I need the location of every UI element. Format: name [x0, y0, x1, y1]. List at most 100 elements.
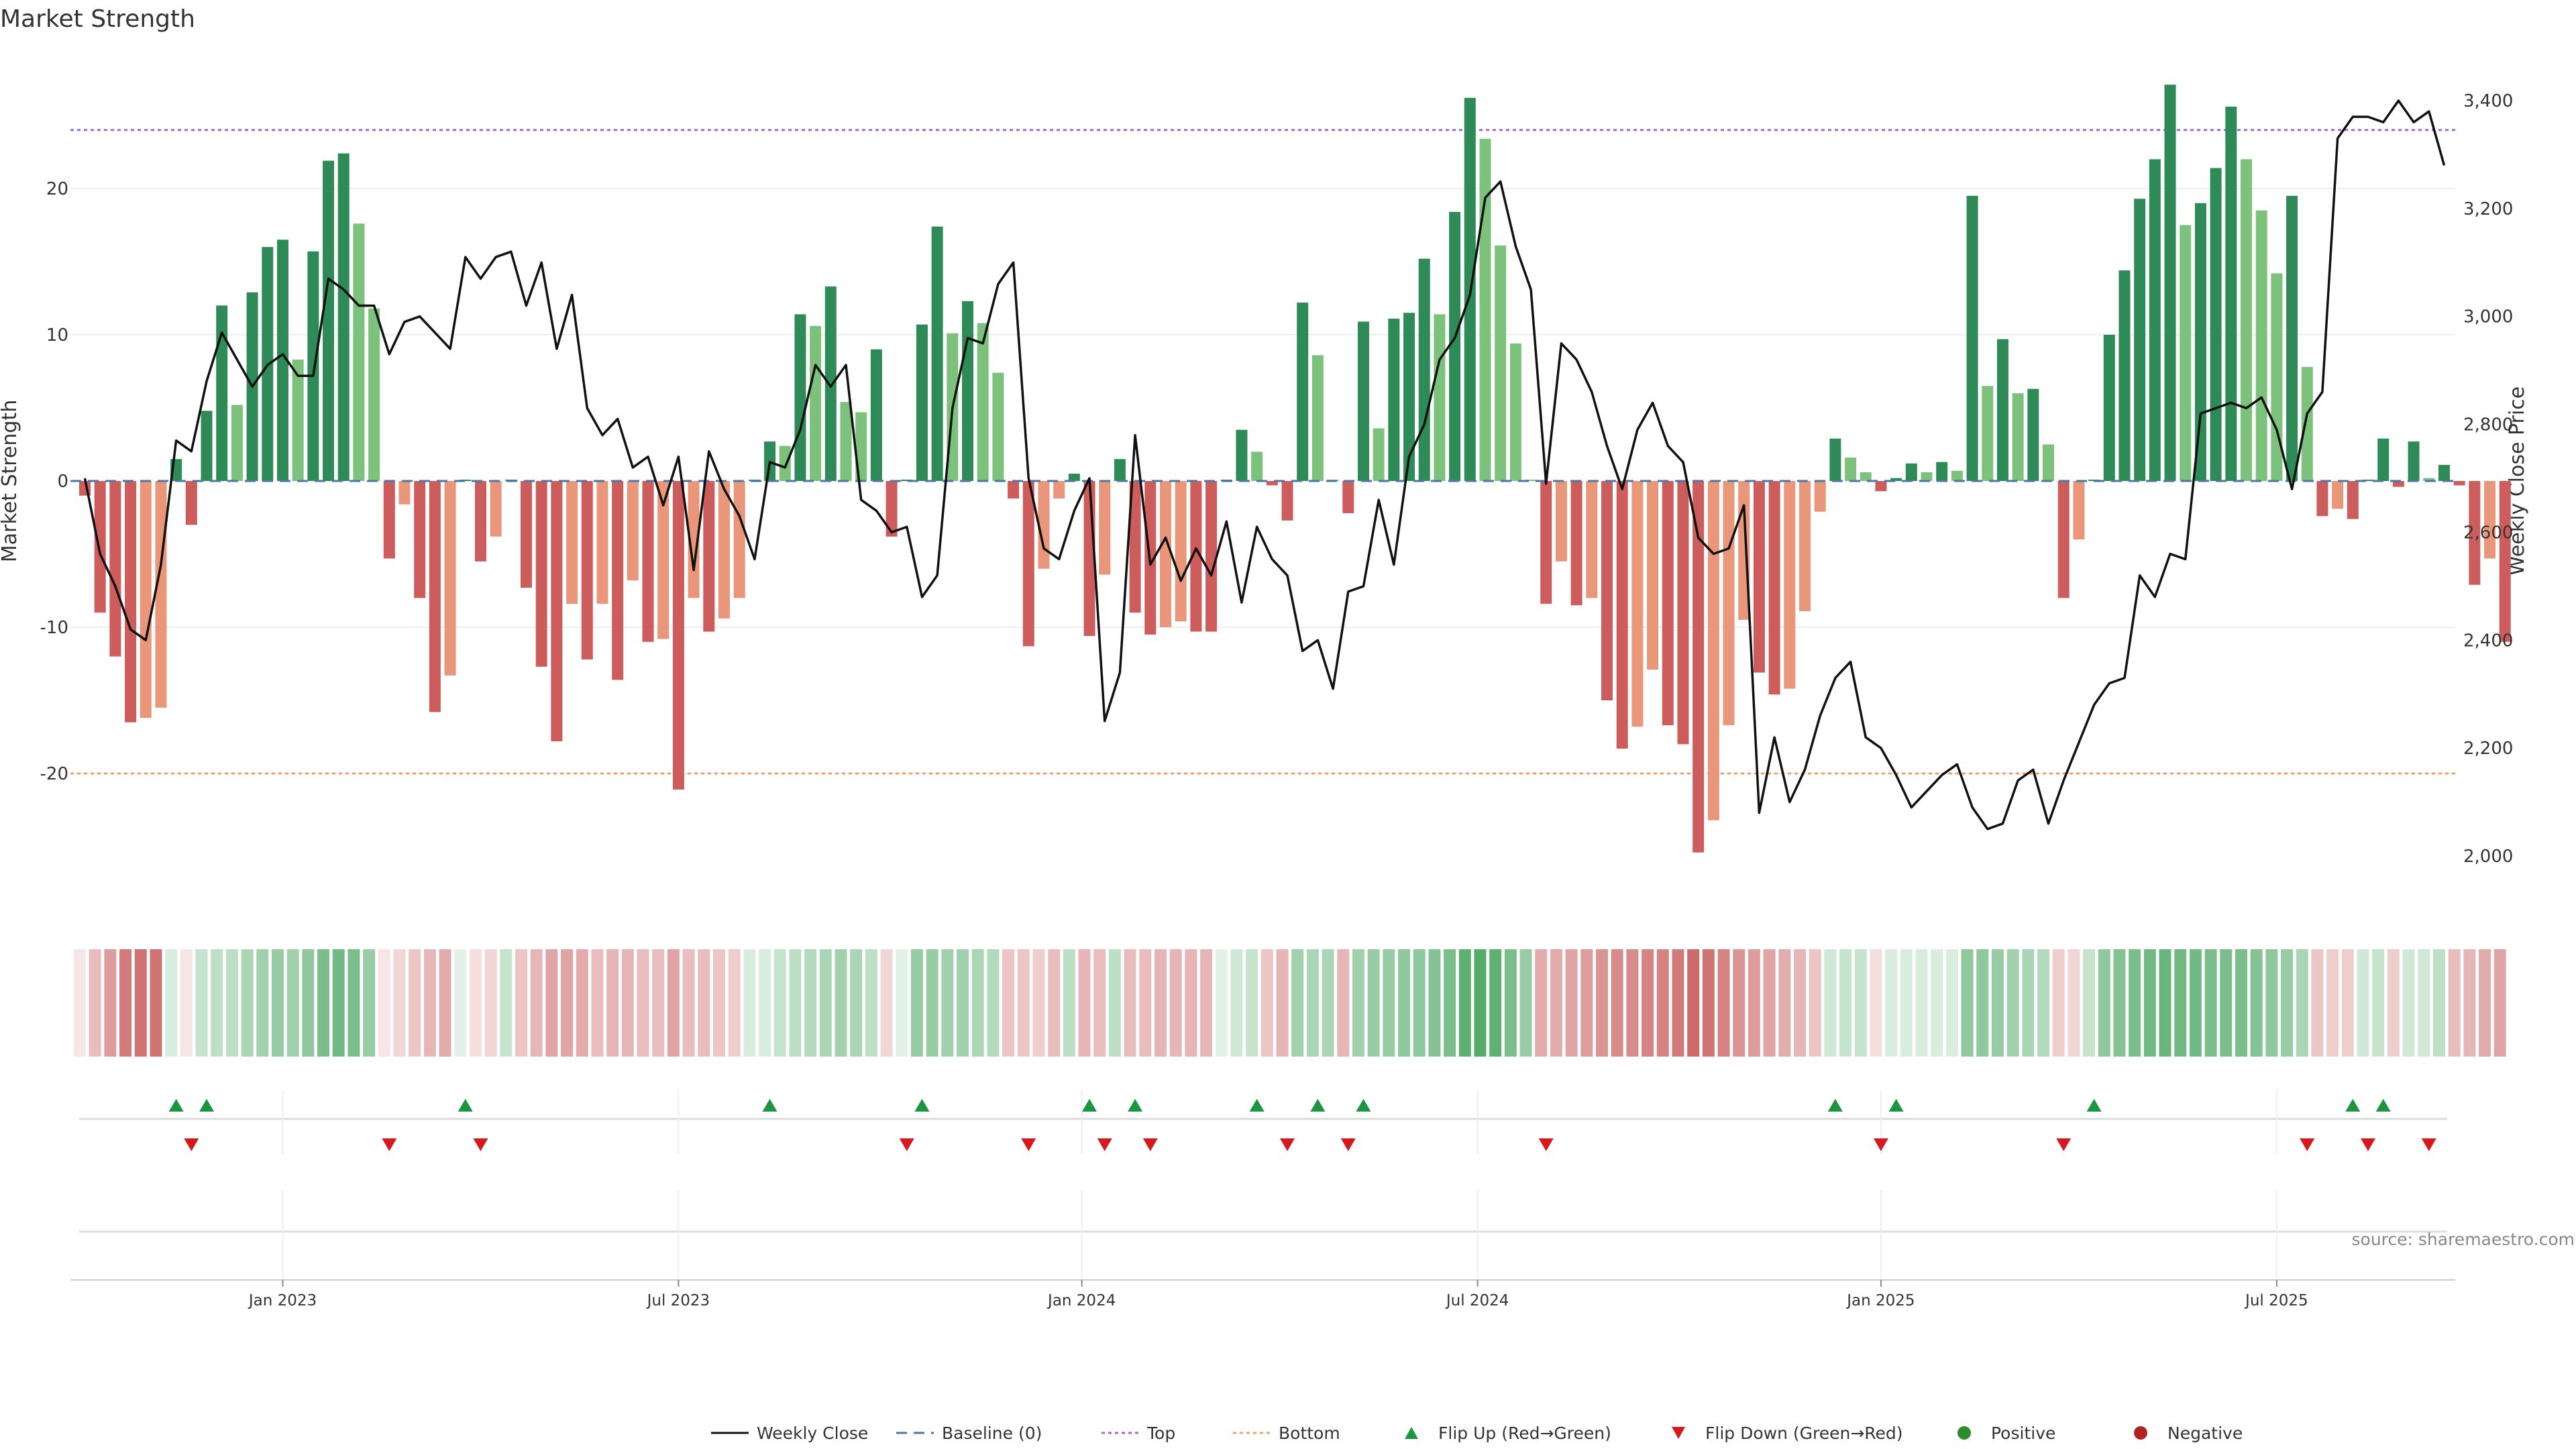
- flip-up-marker: [199, 1099, 215, 1112]
- heat-cell: [89, 949, 101, 1057]
- y-tick-right: 2,800: [2463, 415, 2513, 435]
- strength-bar: [931, 226, 943, 481]
- strength-bar: [1662, 481, 1674, 726]
- strength-bar: [1190, 481, 1202, 632]
- heat-cell: [1702, 949, 1715, 1057]
- strength-bar: [2332, 481, 2344, 509]
- heat-cell: [728, 949, 741, 1057]
- heat-cell: [1915, 949, 1928, 1057]
- flip-up-marker: [2375, 1099, 2391, 1112]
- strength-bar: [2073, 481, 2085, 540]
- heat-cell: [1793, 949, 1806, 1057]
- heat-cell: [1444, 949, 1456, 1057]
- heat-cell: [2204, 949, 2217, 1057]
- heat-cell: [332, 949, 345, 1057]
- heat-cell: [1398, 949, 1411, 1057]
- heat-cell: [1474, 949, 1487, 1057]
- strength-bar: [885, 481, 898, 537]
- strength-bar: [535, 481, 547, 667]
- y-tick-labels: -20 -10 0 10 20 2,000 2,200 2,400 2,600 2,800 3,00…: [40, 91, 2514, 867]
- heat-cell: [2296, 949, 2308, 1057]
- heat-cell: [1002, 949, 1015, 1057]
- heat-cell: [1763, 949, 1776, 1057]
- heat-cell: [789, 949, 802, 1057]
- heat-cell: [1048, 949, 1061, 1057]
- strength-bar: [1099, 481, 1111, 575]
- strength-bar: [216, 305, 228, 481]
- strength-bar: [1449, 211, 1461, 481]
- heat-cell: [454, 949, 467, 1057]
- flip-up-marker: [1310, 1099, 1326, 1112]
- strength-bar: [1936, 462, 1948, 481]
- strength-bar: [688, 481, 700, 598]
- heat-cell: [667, 949, 680, 1057]
- heat-cell: [1504, 949, 1517, 1057]
- heat-cell: [2037, 949, 2050, 1057]
- heat-cell: [211, 949, 223, 1057]
- flip-up-marker: [762, 1099, 777, 1112]
- flip-down-marker: [2300, 1138, 2315, 1151]
- y-axis-left-title: Market Strength: [0, 400, 21, 562]
- heat-cell: [150, 949, 162, 1057]
- heat-cell: [195, 949, 208, 1057]
- heat-cell: [423, 949, 436, 1057]
- strength-bar: [581, 481, 593, 659]
- strength-bar: [1601, 481, 1613, 700]
- strength-bar: [94, 481, 106, 613]
- strength-bar: [1875, 481, 1887, 492]
- heat-cell: [1535, 949, 1548, 1057]
- x-tick-label: Jan 2024: [1046, 1292, 1116, 1309]
- heat-cell: [1839, 949, 1852, 1057]
- strength-bar: [840, 402, 852, 481]
- heat-cell: [2083, 949, 2096, 1057]
- heat-cell: [302, 949, 315, 1057]
- heat-cell: [1078, 949, 1091, 1057]
- strength-bar: [109, 481, 121, 657]
- heat-cell: [606, 949, 619, 1057]
- strength-bar: [1905, 463, 1917, 481]
- legend-label: Negative: [2167, 1424, 2243, 1443]
- heat-cell: [2220, 949, 2233, 1057]
- strength-bar: [1570, 481, 1582, 606]
- heat-cell: [1733, 949, 1746, 1057]
- strength-bar: [398, 481, 411, 504]
- heat-cell: [1428, 949, 1441, 1057]
- heat-cell: [1337, 949, 1350, 1057]
- strength-bar: [1540, 481, 1552, 604]
- heat-cell: [1565, 949, 1578, 1057]
- strength-bar: [2377, 438, 2390, 481]
- strength-bar: [2499, 481, 2511, 642]
- strength-bar: [1693, 481, 1705, 853]
- strength-bar: [1555, 481, 1567, 561]
- flip-up-marker: [1128, 1099, 1143, 1112]
- flip-up-marker: [1888, 1099, 1904, 1112]
- strength-bar: [1053, 481, 1065, 499]
- heat-cell: [926, 949, 938, 1057]
- heat-cell: [1961, 949, 1974, 1057]
- heat-cell: [1108, 949, 1121, 1057]
- strength-bar: [2118, 270, 2131, 481]
- heat-cell: [1580, 949, 1593, 1057]
- strength-bar: [657, 481, 669, 639]
- strength-bar: [292, 360, 304, 481]
- heat-cell: [2098, 949, 2110, 1057]
- strength-bar: [1845, 458, 1857, 481]
- strength-bar: [2043, 444, 2055, 481]
- heat-cell: [2387, 949, 2400, 1057]
- strength-bar: [1616, 481, 1628, 749]
- strength-bar: [1008, 481, 1020, 499]
- strength-bar: [460, 480, 472, 481]
- flip-down-marker: [184, 1138, 199, 1151]
- y-tick-left: -20: [40, 764, 68, 784]
- strength-bar: [2134, 199, 2146, 481]
- heat-cell: [2493, 949, 2506, 1057]
- strength-bar: [551, 481, 563, 742]
- y-tick-right: 2,400: [2463, 631, 2513, 651]
- heat-cell: [317, 949, 330, 1057]
- heat-cell: [393, 949, 406, 1057]
- flip-up-marker: [1249, 1099, 1265, 1112]
- heat-cell: [2341, 949, 2354, 1057]
- heat-cell: [409, 949, 421, 1057]
- heat-cell: [256, 949, 269, 1057]
